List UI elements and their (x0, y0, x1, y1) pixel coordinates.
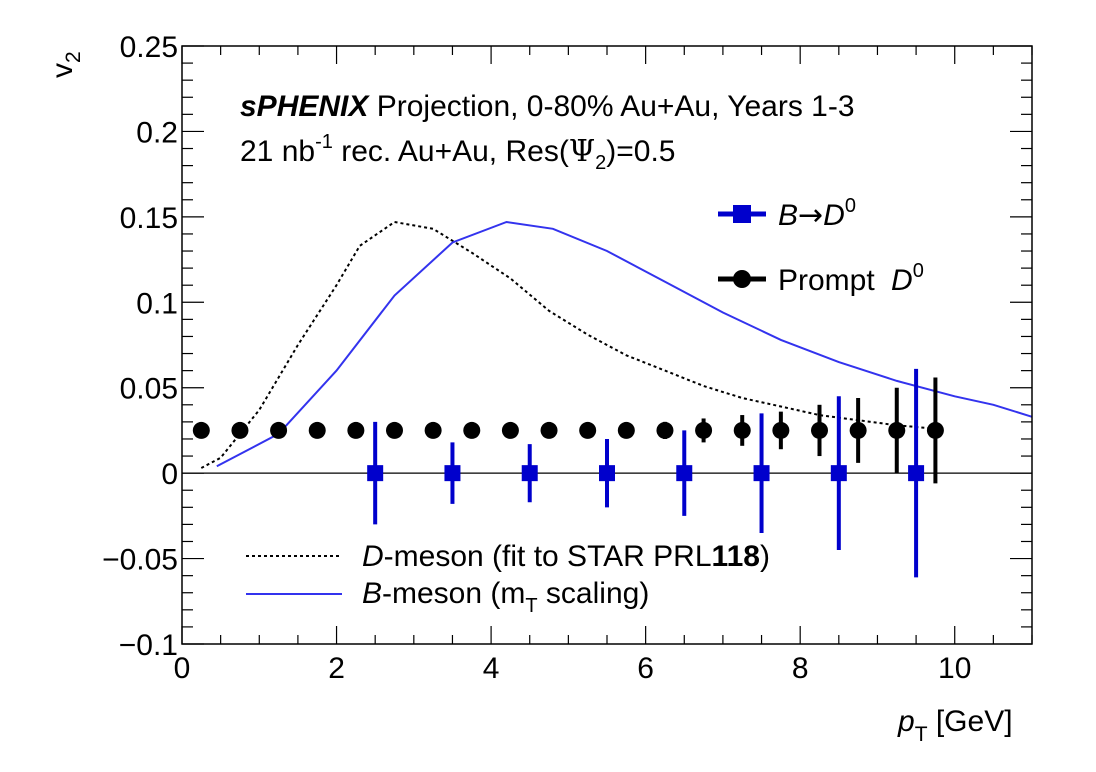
prompt-d0-point (617, 421, 635, 439)
prompt-d0-point (888, 421, 906, 439)
data-markers (192, 368, 944, 578)
prompt-d0-point (772, 421, 790, 439)
x-tick-label: 6 (637, 652, 654, 685)
axis-ticks (181, 45, 1033, 645)
tick-labels: 0 2 4 6 8 10 −0.1 −0.05 0 0.05 0.1 0.15 0.2 0.25 (102, 31, 971, 685)
b-to-d0-point (521, 465, 538, 482)
y-tick-label: 0.15 (120, 202, 178, 235)
x-tick-label: 0 (174, 652, 191, 685)
legend-b-to-d0-label-sup: 0 (845, 195, 856, 217)
legend-d-meson-label: D-meson (fit to STAR PRL118) (362, 540, 770, 573)
d-meson-curve (200, 220, 936, 469)
annotation-line2: 21 nb-1 rec. Au+Au, Res(Ψ2)=0.5 (240, 131, 675, 174)
legend-points: B→D0 Prompt D0 (718, 195, 924, 297)
x-axis-title-main: p (897, 705, 915, 738)
legend-b-to-d0-label-b: D (823, 199, 845, 232)
prompt-d0-point (501, 421, 519, 439)
legend-b-to-d0-label-a: B (778, 199, 798, 232)
legend-d-meson-label-bold: 118 (712, 540, 760, 573)
legend-b-meson-label: B-meson (mT scaling) (362, 577, 649, 617)
y-tick-label: 0 (161, 458, 178, 491)
prompt-d0-point (579, 421, 597, 439)
b-to-d0-point (753, 465, 770, 482)
x-tick-label: 10 (938, 652, 971, 685)
b-to-d0-point (444, 465, 461, 482)
legend-d-meson-label-rest: -meson (fit to STAR PRL (384, 540, 712, 573)
x-tick-label: 4 (483, 652, 500, 685)
legend-d-meson-label-it: D (362, 540, 384, 573)
b-to-d0-point (908, 465, 925, 482)
annotation-line1-rest: Projection, 0-80% Au+Au, Years 1-3 (368, 90, 854, 123)
legend-b-meson-label-rest: -meson (m (382, 577, 525, 610)
prompt-d0-point (270, 421, 288, 439)
y-tick-label: −0.05 (102, 544, 178, 577)
annotation-brand: sPHENIX (240, 90, 370, 123)
legend-prompt-d0-label-a: Prompt (778, 264, 883, 297)
prompt-d0-point (386, 421, 403, 439)
legend-b-to-d0-marker (733, 205, 751, 223)
model-curves (200, 220, 1033, 469)
annotation-line2-psi: Ψ (569, 134, 595, 169)
prompt-d0-point (540, 421, 558, 439)
legend-b-meson-label-it: B (362, 577, 382, 610)
x-axis-title-unit: [GeV] (928, 705, 1013, 738)
annotation-line2-psi-sub: 2 (595, 152, 606, 174)
prompt-d0-point (656, 421, 674, 439)
y-tick-label: 0.25 (120, 31, 178, 64)
prompt-d0-point (695, 421, 713, 439)
legend-b-to-d0-label: B→D0 (778, 195, 856, 233)
prompt-d0-point (347, 421, 365, 439)
legend-curves: D-meson (fit to STAR PRL118) B-meson (mT… (246, 540, 770, 617)
legend-prompt-d0-label-sup: 0 (913, 260, 924, 282)
legend-prompt-d0-label-b: D (891, 264, 913, 297)
prompt-d0-point (424, 421, 442, 439)
legend-d-meson-label-end: ) (760, 540, 770, 573)
prompt-d0-point (192, 421, 210, 439)
y-tick-label: 0.2 (136, 116, 178, 149)
prompt-d0-point (849, 421, 867, 439)
y-axis-title: v2 (46, 51, 85, 78)
prompt-d0-point (926, 421, 944, 439)
legend-b-meson-label-end: scaling) (538, 577, 650, 610)
y-axis-title-sub: 2 (62, 51, 85, 63)
prompt-d0-point (733, 421, 751, 439)
y-tick-label: 0.05 (120, 373, 178, 406)
prompt-d0-point (811, 421, 828, 439)
annotation-line2-b: rec. Au+Au, Res( (333, 135, 569, 168)
annotation-line2-sup: -1 (315, 131, 333, 153)
legend-b-to-d0-label-arrow: → (798, 198, 823, 233)
x-tick-label: 8 (792, 652, 809, 685)
legend-b-meson-label-sub: T (525, 595, 537, 617)
annotation-line2-c: )=0.5 (606, 135, 675, 168)
y-tick-label: 0.1 (136, 287, 178, 320)
b-to-d0-point (676, 465, 693, 482)
b-to-d0-point (367, 465, 384, 482)
b-to-d0-point (599, 465, 615, 482)
prompt-d0-point (231, 421, 249, 439)
x-axis-title: pT [GeV] (897, 705, 1013, 746)
legend-prompt-d0-label: Prompt D0 (778, 260, 924, 297)
x-tick-label: 2 (328, 652, 345, 685)
annotation-line2-a: 21 nb (240, 135, 315, 168)
annotation-line1: sPHENIX Projection, 0-80% Au+Au, Years 1… (240, 90, 855, 123)
b-to-d0-point (830, 465, 847, 482)
prompt-d0-point (463, 421, 481, 439)
x-axis-title-sub: T (915, 723, 928, 746)
y-axis-title-main: v (46, 63, 79, 78)
b-meson-curve (216, 220, 1033, 468)
y-tick-label: −0.1 (119, 629, 178, 662)
prompt-d0-point (308, 421, 326, 439)
legend-prompt-d0-marker (733, 270, 751, 288)
